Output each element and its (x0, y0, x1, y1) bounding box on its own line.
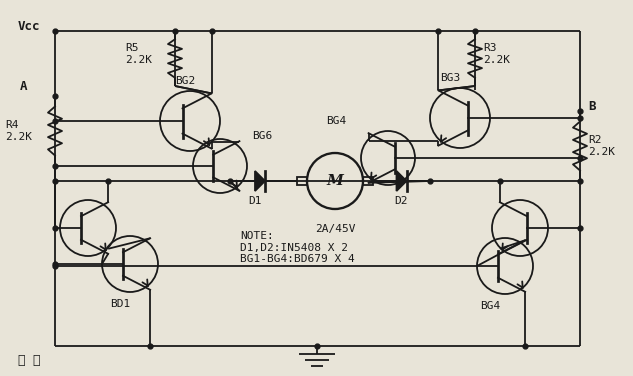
Bar (297, 177, 307, 185)
Text: BG2: BG2 (175, 76, 195, 86)
Text: A: A (20, 79, 27, 92)
Text: R4
2.2K: R4 2.2K (5, 120, 32, 142)
Text: M: M (327, 174, 344, 188)
Text: D1: D1 (248, 196, 262, 206)
Text: NOTE:
D1,D2:IN5408 X 2
BG1-BG4:BD679 X 4: NOTE: D1,D2:IN5408 X 2 BG1-BG4:BD679 X 4 (240, 231, 354, 264)
Bar (363, 177, 373, 185)
Text: BG6: BG6 (252, 131, 272, 141)
Text: 图 四: 图 四 (18, 355, 41, 367)
Text: Vcc: Vcc (18, 21, 41, 33)
Text: R3
2.2K: R3 2.2K (483, 43, 510, 65)
Text: BD1: BD1 (110, 299, 130, 309)
Text: 2A/45V: 2A/45V (315, 224, 355, 234)
Text: B: B (588, 100, 596, 112)
Polygon shape (396, 171, 406, 191)
Text: BG4: BG4 (480, 301, 500, 311)
Text: BG3: BG3 (440, 73, 460, 83)
Text: BG4: BG4 (326, 116, 346, 126)
Text: R2
2.2K: R2 2.2K (588, 135, 615, 157)
Text: R5
2.2K: R5 2.2K (125, 43, 152, 65)
Polygon shape (255, 171, 265, 191)
Text: D2: D2 (394, 196, 408, 206)
